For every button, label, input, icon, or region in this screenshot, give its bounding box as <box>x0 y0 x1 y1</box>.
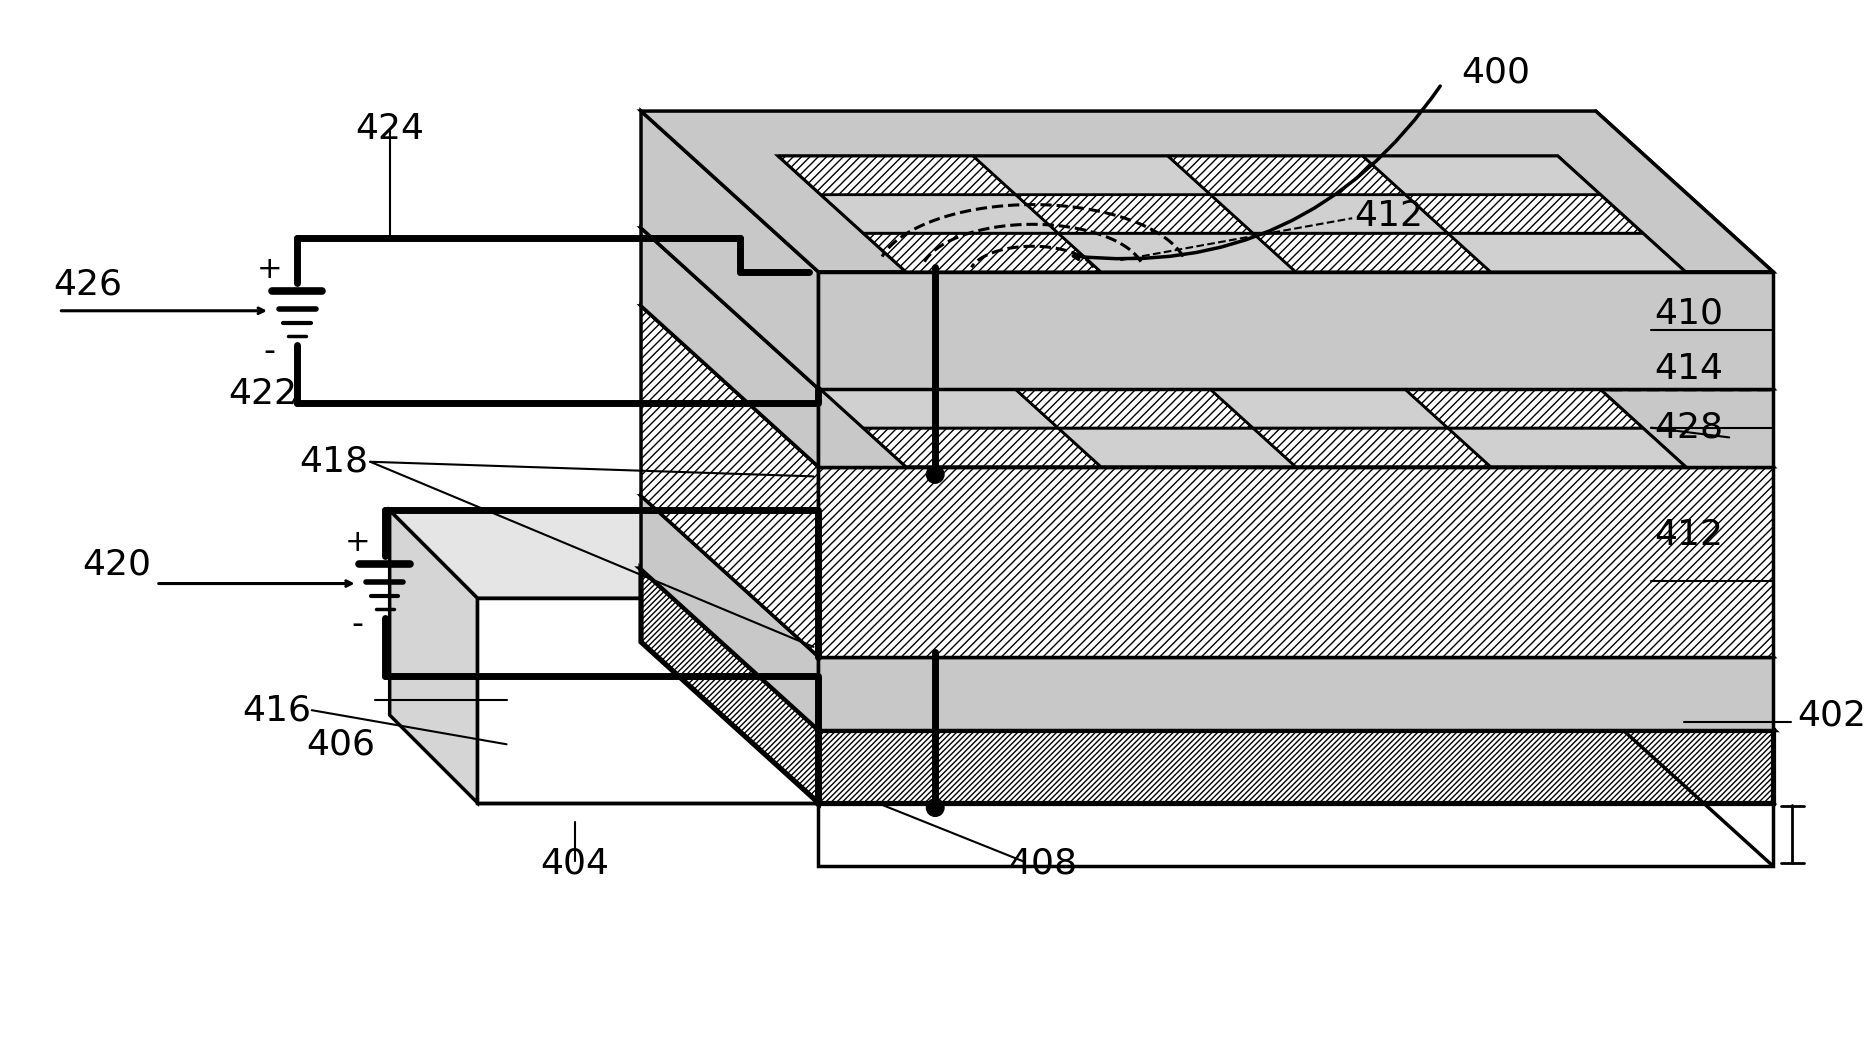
Polygon shape <box>821 389 1058 428</box>
Text: 422: 422 <box>228 376 297 410</box>
Polygon shape <box>1448 234 1685 272</box>
Polygon shape <box>819 656 1773 729</box>
Polygon shape <box>819 802 1773 866</box>
Polygon shape <box>642 111 1773 272</box>
Circle shape <box>926 799 944 816</box>
Polygon shape <box>819 389 1773 466</box>
Polygon shape <box>1015 389 1254 428</box>
Text: 414: 414 <box>1653 352 1722 386</box>
Polygon shape <box>642 111 819 389</box>
Polygon shape <box>821 194 1058 234</box>
Text: 404: 404 <box>541 847 610 880</box>
Polygon shape <box>642 228 819 466</box>
Polygon shape <box>1362 351 1601 389</box>
Polygon shape <box>1362 156 1601 194</box>
Text: 412: 412 <box>1355 200 1424 234</box>
Polygon shape <box>974 156 1211 194</box>
Polygon shape <box>819 729 1773 802</box>
Polygon shape <box>778 351 1015 389</box>
Polygon shape <box>819 466 1773 656</box>
Polygon shape <box>778 351 1685 466</box>
Polygon shape <box>642 496 819 729</box>
Text: 418: 418 <box>299 445 368 479</box>
Text: 426: 426 <box>54 267 123 301</box>
Polygon shape <box>864 234 1101 272</box>
Text: 406: 406 <box>306 727 375 761</box>
Polygon shape <box>390 511 819 598</box>
Polygon shape <box>1448 428 1685 466</box>
Polygon shape <box>1168 351 1405 389</box>
Polygon shape <box>642 569 819 802</box>
Polygon shape <box>390 511 478 802</box>
Polygon shape <box>642 496 1773 656</box>
Polygon shape <box>1168 156 1405 194</box>
Polygon shape <box>1058 234 1295 272</box>
Polygon shape <box>1254 234 1491 272</box>
Text: 410: 410 <box>1653 297 1722 331</box>
Text: 412: 412 <box>1653 518 1722 552</box>
Polygon shape <box>1058 428 1295 466</box>
Polygon shape <box>1015 194 1254 234</box>
Polygon shape <box>642 305 1773 466</box>
Polygon shape <box>642 642 1773 802</box>
Text: 420: 420 <box>82 548 151 581</box>
Text: +: + <box>258 256 282 284</box>
Polygon shape <box>478 598 819 802</box>
Polygon shape <box>1211 389 1448 428</box>
Polygon shape <box>819 272 1773 389</box>
Polygon shape <box>778 156 1685 272</box>
Circle shape <box>926 466 944 483</box>
Polygon shape <box>1405 194 1642 234</box>
Text: 428: 428 <box>1653 411 1724 445</box>
Text: -: - <box>351 608 364 641</box>
Polygon shape <box>974 351 1211 389</box>
Polygon shape <box>778 156 1015 194</box>
Text: 408: 408 <box>1008 847 1077 880</box>
Text: -: - <box>263 335 276 368</box>
Text: 402: 402 <box>1797 698 1866 733</box>
Polygon shape <box>1405 389 1642 428</box>
Polygon shape <box>642 305 819 656</box>
Text: 400: 400 <box>1461 55 1530 89</box>
Polygon shape <box>1254 428 1491 466</box>
Text: 424: 424 <box>355 112 424 146</box>
Polygon shape <box>864 428 1101 466</box>
Polygon shape <box>642 569 1773 729</box>
Text: 416: 416 <box>243 693 312 727</box>
Text: +: + <box>345 528 369 557</box>
Polygon shape <box>1211 194 1448 234</box>
Polygon shape <box>642 228 1773 389</box>
